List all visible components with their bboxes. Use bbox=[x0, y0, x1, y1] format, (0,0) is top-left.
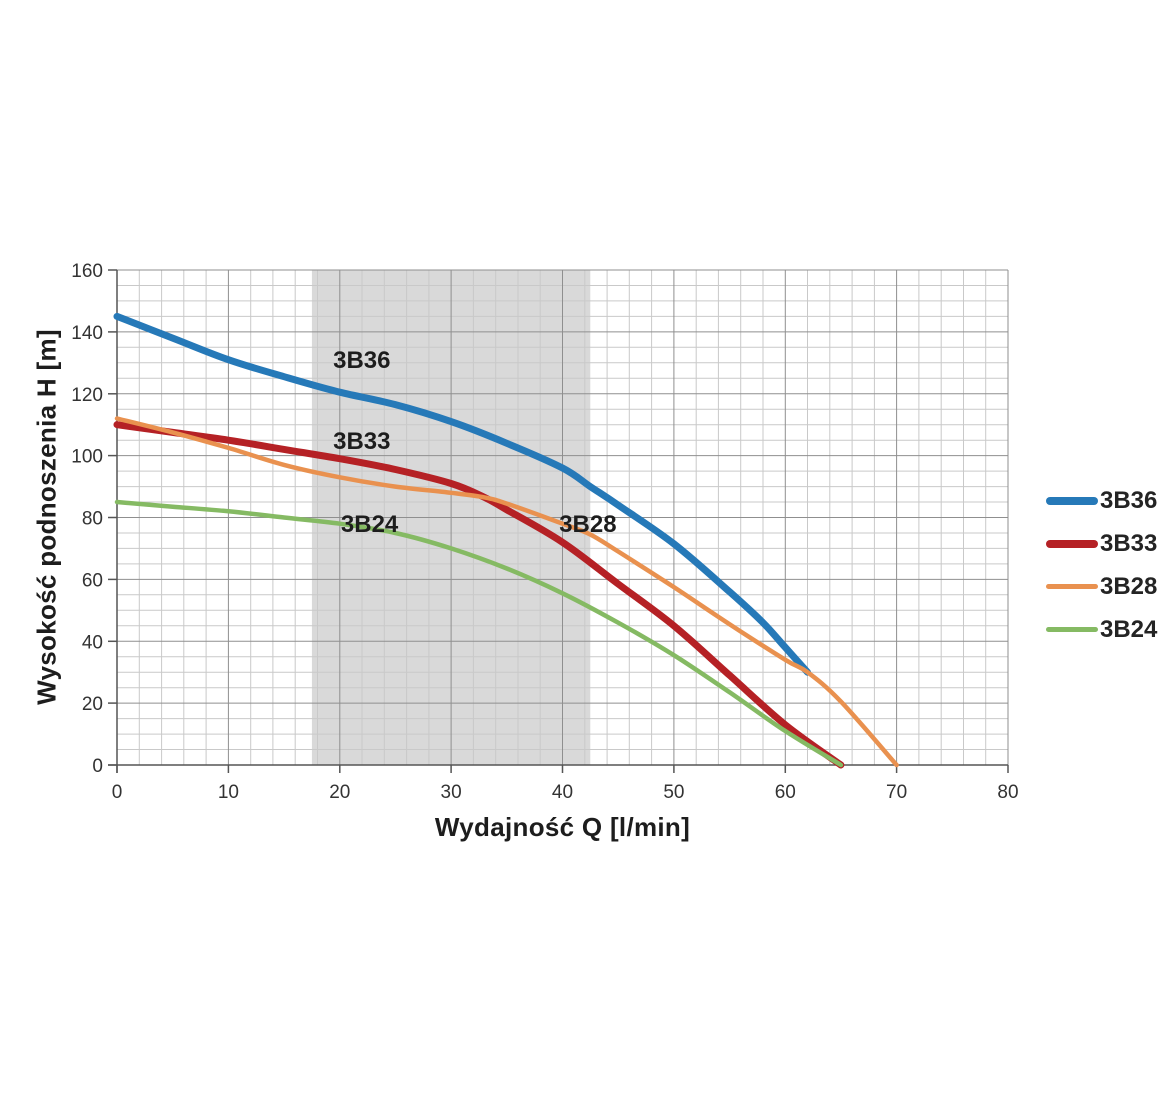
y-tick-label: 100 bbox=[71, 447, 103, 468]
legend-label-3B36: 3B36 bbox=[1100, 486, 1158, 514]
curve-labels: 3B36 3B33 3B24 3B28 bbox=[333, 347, 616, 538]
y-tick-label: 80 bbox=[82, 509, 103, 530]
tick-marks bbox=[108, 269, 1009, 773]
curve-label-3B28: 3B28 bbox=[559, 511, 616, 538]
y-tick-labels: 0 20 40 60 80 100 120 140 160 bbox=[71, 261, 103, 777]
legend-swatch-3B24 bbox=[1046, 627, 1098, 632]
legend-item-3B36: 3B36 bbox=[1046, 486, 1157, 515]
curve-label-3B33: 3B33 bbox=[333, 428, 390, 455]
y-tick-label: 160 bbox=[71, 261, 103, 282]
legend-label-3B24: 3B24 bbox=[1100, 615, 1158, 643]
axes bbox=[108, 270, 1008, 773]
curves bbox=[113, 312, 899, 769]
curve-3B24 bbox=[114, 499, 844, 768]
x-tick-label: 70 bbox=[886, 782, 907, 803]
legend-label-3B28: 3B28 bbox=[1100, 572, 1158, 600]
x-tick-label: 80 bbox=[997, 782, 1018, 803]
x-tick-label: 30 bbox=[441, 782, 462, 803]
y-tick-label: 140 bbox=[71, 323, 103, 344]
y-tick-label: 120 bbox=[71, 385, 103, 406]
y-tick-label: 20 bbox=[82, 694, 103, 715]
legend-item-3B33: 3B33 bbox=[1046, 529, 1157, 558]
y-tick-label: 40 bbox=[82, 632, 103, 653]
y-axis-title: Wysokość podnoszenia H [m] bbox=[31, 329, 62, 705]
legend-label-3B33: 3B33 bbox=[1100, 529, 1158, 557]
x-tick-label: 0 bbox=[112, 782, 123, 803]
legend-item-3B28: 3B28 bbox=[1046, 572, 1157, 601]
x-axis-title: Wydajność Q [l/min] bbox=[434, 812, 691, 842]
x-tick-label: 20 bbox=[329, 782, 350, 803]
legend-swatch-3B28 bbox=[1046, 584, 1098, 589]
curve-3B28 bbox=[114, 416, 899, 768]
x-tick-label: 60 bbox=[775, 782, 796, 803]
legend-swatch-3B33 bbox=[1046, 539, 1098, 548]
y-tick-label: 0 bbox=[92, 756, 103, 777]
x-tick-labels: 0 10 20 30 40 50 60 70 80 bbox=[112, 782, 1019, 803]
x-tick-label: 50 bbox=[663, 782, 684, 803]
curve-label-3B36: 3B36 bbox=[333, 347, 390, 374]
curve-3B36 bbox=[113, 312, 811, 676]
x-tick-label: 40 bbox=[552, 782, 573, 803]
x-tick-label: 10 bbox=[218, 782, 239, 803]
legend: 3B36 3B33 3B28 3B24 bbox=[1046, 486, 1157, 644]
legend-item-3B24: 3B24 bbox=[1046, 615, 1157, 644]
curve-label-3B24: 3B24 bbox=[341, 511, 399, 538]
y-tick-label: 60 bbox=[82, 570, 103, 591]
legend-swatch-3B36 bbox=[1046, 496, 1098, 505]
